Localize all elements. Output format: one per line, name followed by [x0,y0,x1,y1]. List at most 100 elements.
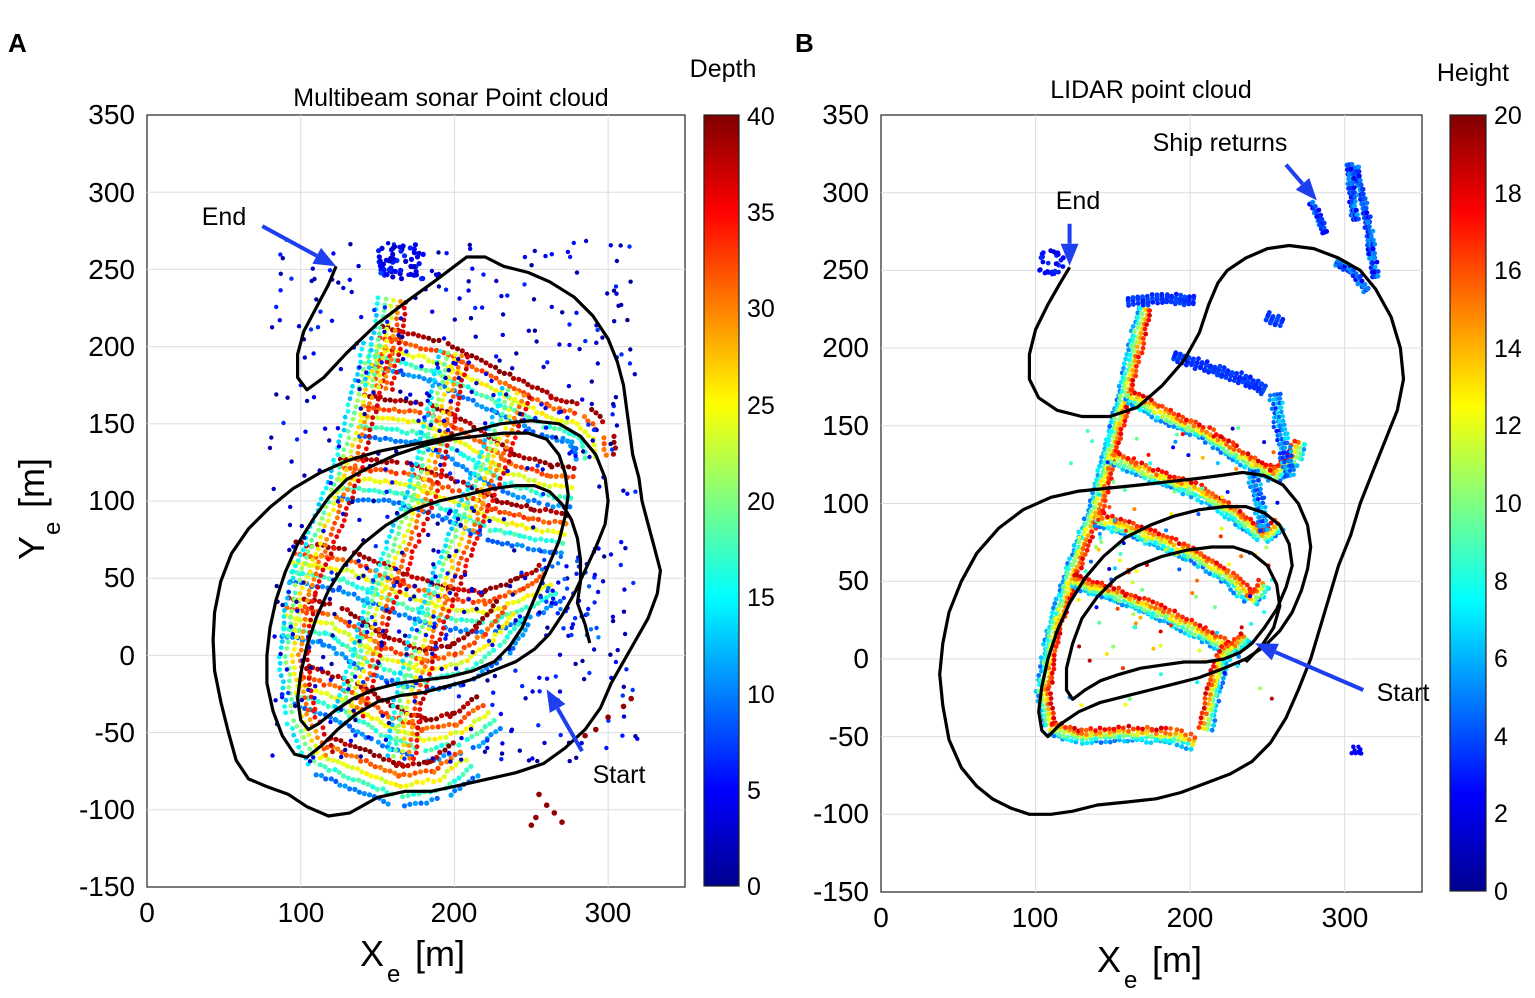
sonar-point [488,478,494,484]
sonar-point [524,503,530,509]
sonar-point [405,640,410,645]
sonar-point [398,368,404,373]
sonar-point [407,478,413,483]
sonar-point [427,377,433,383]
sonar-point [465,481,471,487]
sonar-point [423,657,428,663]
sonar-point [384,622,390,628]
sonar-point [411,373,417,379]
sonar-point [415,493,421,499]
lidar-point [1038,655,1044,660]
sonar-point [458,628,464,635]
sonar-point [542,740,547,746]
sonar-point [478,658,485,665]
lidar-point [1155,545,1161,551]
sonar-point [321,510,327,516]
lidar-point [1252,533,1258,539]
sonar-point [373,409,379,415]
sonar-point [411,594,417,599]
sonar-point [558,606,563,612]
lidar-point [1145,724,1150,730]
sonar-point [426,645,431,651]
sonar-point [373,587,379,592]
lidar-point [1097,502,1103,507]
sonar-point [416,353,422,359]
sonar-point [622,631,628,637]
sonar-point [411,418,417,424]
lidar-point [1217,649,1222,654]
sonar-point [458,359,464,365]
lidar-point [1057,631,1063,636]
sonar-point [492,434,497,440]
sonar-point [423,496,428,502]
lidar-point [1063,575,1069,581]
lidar-point [1080,561,1085,567]
lidar-point [1202,440,1208,445]
sonar-point [377,343,383,349]
lidar-point [1135,315,1141,321]
lidar-point [1063,589,1068,595]
lidar-point [1162,605,1168,611]
sonar-point [611,433,617,439]
lidar-point [1118,431,1124,437]
sonar-point [486,502,491,508]
sonar-point [289,276,294,281]
sonar-point [594,625,599,631]
lidar-point [1278,432,1283,438]
lidar-point [1120,589,1125,595]
lidar-point [1111,452,1117,458]
lidar-point [1092,523,1098,529]
sonar-point [391,637,397,643]
sonar-point [525,546,531,552]
sonar-point [360,661,365,667]
lidar-point [1183,481,1189,487]
lidar-point [1242,641,1248,647]
sonar-point [379,360,384,365]
lidar-point [1124,414,1129,419]
sonar-point [414,738,420,743]
lidar-point [1210,491,1215,497]
sonar-point [367,401,372,406]
lidar-point [1211,646,1217,651]
sonar-point [317,755,323,761]
lidar-point [1161,609,1166,615]
lidar-point [1118,403,1124,409]
sonar-point [443,515,449,521]
sonar-point [323,752,329,758]
lidar-point [1116,728,1122,733]
sonar-point [429,452,434,458]
sonar-point [457,389,463,395]
lidar-point [1117,398,1122,403]
sonar-point [457,542,462,547]
sonar-point [384,426,390,432]
sonar-point [290,569,296,574]
sonar-point [431,628,436,634]
sonar-point [422,415,427,420]
lidar-point [1156,403,1161,409]
sonar-point [367,748,373,755]
sonar-point [628,279,633,284]
sonar-point [468,763,474,770]
lidar-point [1221,675,1226,681]
sonar-point [498,417,504,423]
sonar-point [344,506,349,511]
lidar-point [1116,598,1122,604]
lidar-point [1147,466,1152,472]
sonar-point [371,752,377,759]
sonar-point [449,344,456,350]
sonar-point [515,622,521,628]
lidar-point [1207,571,1213,577]
sonar-point [310,639,316,645]
sonar-point [569,399,575,405]
lidar-point [1139,330,1144,336]
sonar-point [408,256,415,262]
sonar-point [591,647,597,652]
sonar-point [424,725,430,731]
lidar-point [1121,422,1127,428]
sonar-point [385,680,390,686]
lidar-point [1202,701,1208,706]
sonar-point [462,441,468,448]
lidar-point [1135,732,1140,737]
sonar-point [456,637,462,643]
sonar-point [487,518,492,524]
